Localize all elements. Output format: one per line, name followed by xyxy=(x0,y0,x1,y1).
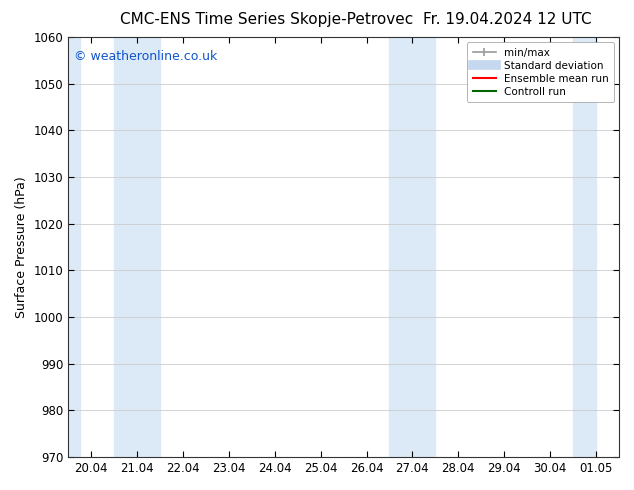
Y-axis label: Surface Pressure (hPa): Surface Pressure (hPa) xyxy=(15,176,28,318)
Text: Fr. 19.04.2024 12 UTC: Fr. 19.04.2024 12 UTC xyxy=(423,12,592,27)
Text: CMC-ENS Time Series Skopje-Petrovec: CMC-ENS Time Series Skopje-Petrovec xyxy=(120,12,413,27)
Text: © weatheronline.co.uk: © weatheronline.co.uk xyxy=(74,50,217,63)
Bar xyxy=(68,37,80,457)
Legend: min/max, Standard deviation, Ensemble mean run, Controll run: min/max, Standard deviation, Ensemble me… xyxy=(467,42,614,102)
Bar xyxy=(114,37,160,457)
Bar xyxy=(389,37,436,457)
Bar xyxy=(573,37,596,457)
